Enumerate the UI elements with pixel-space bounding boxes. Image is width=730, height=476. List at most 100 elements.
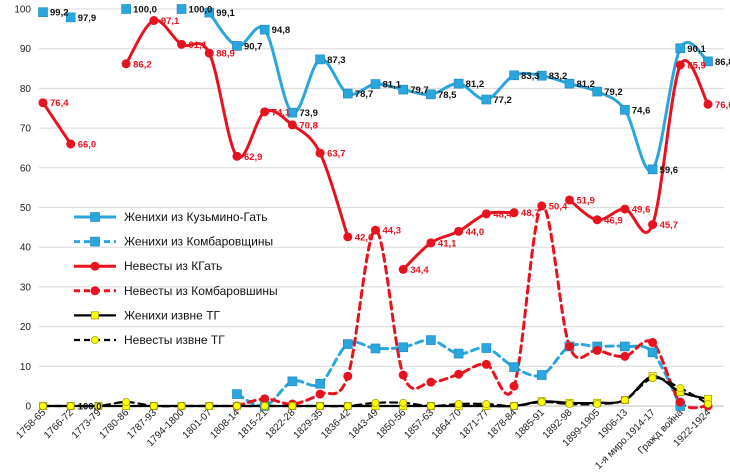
data-label: 86,8 (715, 57, 730, 68)
data-label: 45,7 (660, 220, 679, 231)
x-tick-label: 1836-42 (319, 407, 353, 441)
data-point (509, 362, 519, 372)
x-axis: 1758-651766-721773-791780-861787-931794-… (14, 407, 713, 472)
data-point (205, 402, 214, 410)
data-label: 78,7 (355, 89, 374, 100)
data-point (537, 201, 547, 211)
data-point (509, 208, 519, 218)
data-point (453, 348, 464, 359)
legend-label: Женихи из Кузьмино-Гать (124, 210, 268, 224)
data-point (620, 351, 630, 361)
data-point (564, 195, 574, 205)
data-point (592, 215, 602, 225)
points-0 (38, 4, 713, 175)
data-point (453, 78, 464, 89)
data-point (149, 402, 158, 410)
data-label: 50,4 (549, 201, 568, 212)
legend-label: Женихи из Комбаровщины (124, 235, 273, 249)
data-label: 83,3 (521, 71, 540, 82)
y-tick-label: 40 (20, 243, 32, 254)
data-point (177, 402, 186, 410)
legend-item: Женихи из Кузьмино-Гать (74, 210, 268, 224)
data-point (204, 48, 214, 58)
data-labels: 99,2 100,0 99,190,794,873,987,378,781,179,… (50, 5, 730, 413)
legend-item: Невесты из КГать (74, 259, 222, 273)
y-tick-label: 100 (14, 5, 31, 16)
x-tick-label: 1857-63 (402, 407, 436, 441)
data-point (426, 377, 436, 387)
data-point (370, 343, 381, 354)
data-point (343, 402, 352, 410)
points-2 (38, 16, 713, 274)
data-point (703, 99, 713, 109)
legend-label: Невесты из Комбаровшины (124, 284, 278, 298)
data-point (510, 402, 518, 410)
data-point (260, 107, 270, 117)
y-tick-label: 10 (20, 362, 32, 373)
data-point (315, 378, 325, 389)
data-point (287, 376, 298, 387)
data-label: 100,0 (133, 5, 157, 16)
data-label: 46,9 (604, 215, 623, 226)
data-label: 81,2 (576, 79, 595, 90)
data-label: 34,4 (410, 265, 429, 276)
legend-label: Женихи извне ТГ (124, 308, 221, 322)
data-label: 76,0 (715, 100, 730, 111)
x-tick-label: 1815-21 (236, 407, 270, 441)
legend-item: Невесты извне ТГ (74, 333, 225, 347)
data-point (90, 212, 100, 222)
points-3 (232, 201, 713, 411)
legend-label: Невесты из КГать (124, 259, 222, 273)
data-point (482, 400, 491, 408)
data-label: 97,9 (78, 13, 97, 24)
data-point (38, 98, 48, 108)
data-point (39, 402, 47, 410)
series-line (207, 11, 710, 173)
x-tick-label: 1801-07 (181, 407, 215, 441)
y-tick-label: 0 (25, 402, 31, 413)
data-point (675, 60, 685, 70)
data-point (287, 120, 297, 130)
y-tick-label: 50 (20, 203, 32, 214)
data-point (481, 94, 492, 105)
data-point (288, 402, 297, 410)
data-label: 86,2 (133, 59, 152, 70)
data-point (90, 236, 100, 247)
x-tick-label: 1758-65 (14, 407, 48, 441)
data-point (90, 286, 100, 296)
data-label: 59,6 (660, 165, 679, 176)
data-point (94, 402, 103, 410)
data-point (315, 389, 325, 399)
data-point (370, 79, 381, 89)
data-label: 90,7 (244, 41, 262, 52)
data-point (648, 374, 657, 383)
data-point (675, 397, 685, 407)
data-point (481, 343, 492, 353)
labels-1: 97,9 100,0 (78, 5, 213, 24)
data-point (399, 398, 408, 407)
data-label: 49,6 (632, 205, 651, 216)
data-label: 79,2 (604, 87, 623, 98)
data-label: 74,6 (632, 105, 651, 116)
data-point (536, 70, 547, 81)
data-point (371, 225, 380, 235)
data-point (121, 59, 131, 69)
y-tick-label: 30 (20, 282, 32, 293)
x-tick-label: 1864-70 (430, 407, 464, 441)
data-point (647, 164, 658, 175)
legend-item: Женихи из Комбаровщины (74, 235, 273, 249)
data-label: 66,0 (78, 139, 97, 150)
data-label: 99,1 (216, 8, 235, 19)
data-label: 78,5 (438, 90, 457, 101)
data-point (260, 394, 270, 404)
data-label: 48,7 (521, 208, 540, 219)
data-point (342, 88, 353, 99)
data-label: 97,1 (161, 16, 180, 27)
data-point (316, 402, 324, 410)
data-point (66, 402, 75, 410)
data-point (66, 139, 76, 149)
data-point (704, 400, 712, 408)
data-label: 85,9 (687, 60, 706, 71)
data-label: 51,9 (576, 195, 595, 206)
